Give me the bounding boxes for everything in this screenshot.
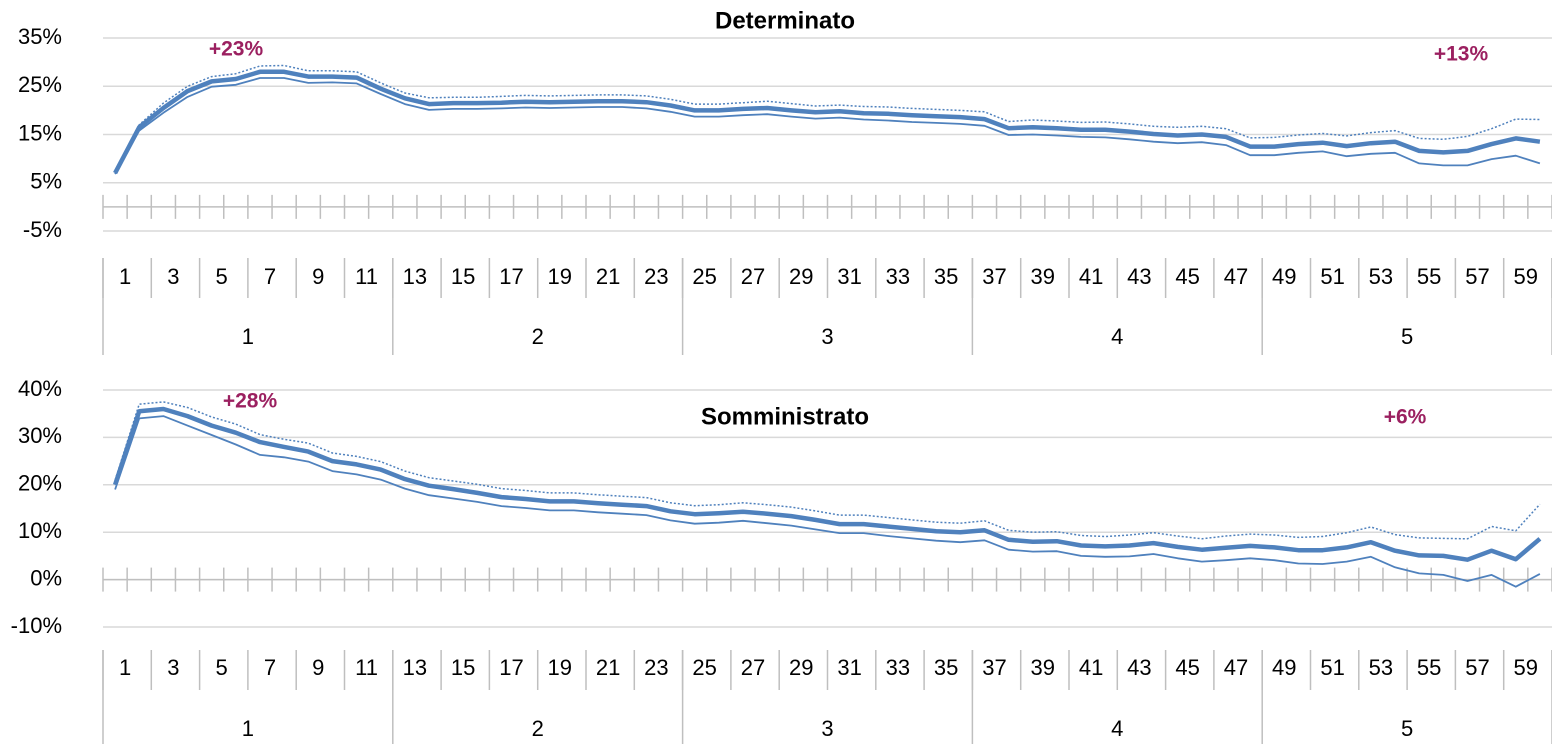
x-tick-label: 43 <box>1127 264 1151 289</box>
x-tick-label: 35 <box>934 264 958 289</box>
series-line <box>114 77 1541 175</box>
x-tick-label: 43 <box>1127 655 1151 680</box>
x-tick-label: 57 <box>1465 264 1489 289</box>
x-tick-label: 21 <box>596 264 620 289</box>
y-tick-label: -10% <box>11 613 62 638</box>
x-tick-label: 53 <box>1369 264 1393 289</box>
x-tick-label: 29 <box>789 264 813 289</box>
x-tick-label: 7 <box>264 264 276 289</box>
y-tick-label: 30% <box>18 423 62 448</box>
x-tick-label: 53 <box>1369 655 1393 680</box>
y-tick-label: 25% <box>18 72 62 97</box>
x-tick-label: 9 <box>312 264 324 289</box>
x-tick-label: 57 <box>1465 655 1489 680</box>
group-label: 3 <box>821 324 833 349</box>
x-tick-label: 3 <box>167 655 179 680</box>
x-tick-label: 17 <box>499 655 523 680</box>
x-tick-label: 17 <box>499 264 523 289</box>
chart-title: Somministrato <box>701 403 869 430</box>
series-line <box>114 64 1540 173</box>
x-tick-label: 31 <box>837 264 861 289</box>
x-tick-label: 11 <box>355 655 378 680</box>
chart-title: Determinato <box>715 7 855 34</box>
group-label: 2 <box>532 716 544 741</box>
x-tick-label: 41 <box>1079 264 1103 289</box>
group-label: 2 <box>532 324 544 349</box>
y-tick-label: 15% <box>18 120 62 145</box>
x-tick-label: 11 <box>355 264 378 289</box>
x-tick-label: 51 <box>1320 655 1344 680</box>
x-tick-label: 39 <box>1031 264 1055 289</box>
series-line <box>114 401 1541 540</box>
x-tick-label: 1 <box>119 655 131 680</box>
x-tick-label: 55 <box>1417 655 1441 680</box>
x-tick-label: 47 <box>1224 655 1248 680</box>
y-tick-label: 40% <box>18 376 62 401</box>
x-tick-label: 29 <box>789 655 813 680</box>
y-tick-label: 35% <box>18 24 62 49</box>
x-tick-label: 51 <box>1320 264 1344 289</box>
x-tick-label: 49 <box>1272 655 1296 680</box>
annotation: +23% <box>209 38 264 61</box>
x-tick-label: 27 <box>741 655 765 680</box>
x-tick-label: 49 <box>1272 264 1296 289</box>
x-tick-label: 37 <box>982 264 1006 289</box>
y-tick-label: 10% <box>18 518 62 543</box>
x-tick-label: 5 <box>216 264 228 289</box>
x-tick-label: 37 <box>982 655 1006 680</box>
x-tick-label: 3 <box>167 264 179 289</box>
x-tick-label: 7 <box>264 655 276 680</box>
x-tick-label: 15 <box>451 655 475 680</box>
x-tick-label: 33 <box>886 655 910 680</box>
series-line <box>112 406 1542 562</box>
x-tick-label: 9 <box>312 655 324 680</box>
group-label: 3 <box>821 716 833 741</box>
x-tick-label: 45 <box>1175 655 1199 680</box>
group-label: 5 <box>1401 324 1413 349</box>
x-tick-label: 55 <box>1417 264 1441 289</box>
x-tick-label: 19 <box>548 655 572 680</box>
y-tick-label: 20% <box>18 471 62 496</box>
group-label: 1 <box>242 324 254 349</box>
x-tick-label: 1 <box>119 264 131 289</box>
x-tick-label: 35 <box>934 655 958 680</box>
x-tick-label: 23 <box>644 264 668 289</box>
x-tick-label: 13 <box>403 264 427 289</box>
x-tick-label: 5 <box>216 655 228 680</box>
x-tick-label: 33 <box>886 264 910 289</box>
annotation: +6% <box>1384 406 1427 429</box>
x-tick-label: 45 <box>1175 264 1199 289</box>
x-tick-label: 13 <box>403 655 427 680</box>
x-tick-label: 19 <box>548 264 572 289</box>
group-label: 4 <box>1111 716 1123 741</box>
x-tick-label: 47 <box>1224 264 1248 289</box>
y-tick-label: 5% <box>30 169 62 194</box>
x-tick-label: 39 <box>1031 655 1055 680</box>
group-label: 1 <box>242 716 254 741</box>
annotation: +28% <box>223 390 278 413</box>
x-tick-label: 31 <box>837 655 861 680</box>
group-label: 4 <box>1111 324 1123 349</box>
x-tick-label: 21 <box>596 655 620 680</box>
y-tick-label: 0% <box>30 565 62 590</box>
x-tick-label: 23 <box>644 655 668 680</box>
y-tick-label: -5% <box>23 217 62 242</box>
x-tick-label: 25 <box>692 264 716 289</box>
x-tick-label: 59 <box>1514 264 1538 289</box>
series-line <box>113 69 1541 175</box>
group-label: 5 <box>1401 716 1413 741</box>
x-tick-label: 15 <box>451 264 475 289</box>
series-line <box>114 415 1541 588</box>
x-tick-label: 25 <box>692 655 716 680</box>
annotation: +13% <box>1434 43 1489 66</box>
x-tick-label: 27 <box>741 264 765 289</box>
x-tick-label: 41 <box>1079 655 1103 680</box>
x-tick-label: 59 <box>1514 655 1538 680</box>
